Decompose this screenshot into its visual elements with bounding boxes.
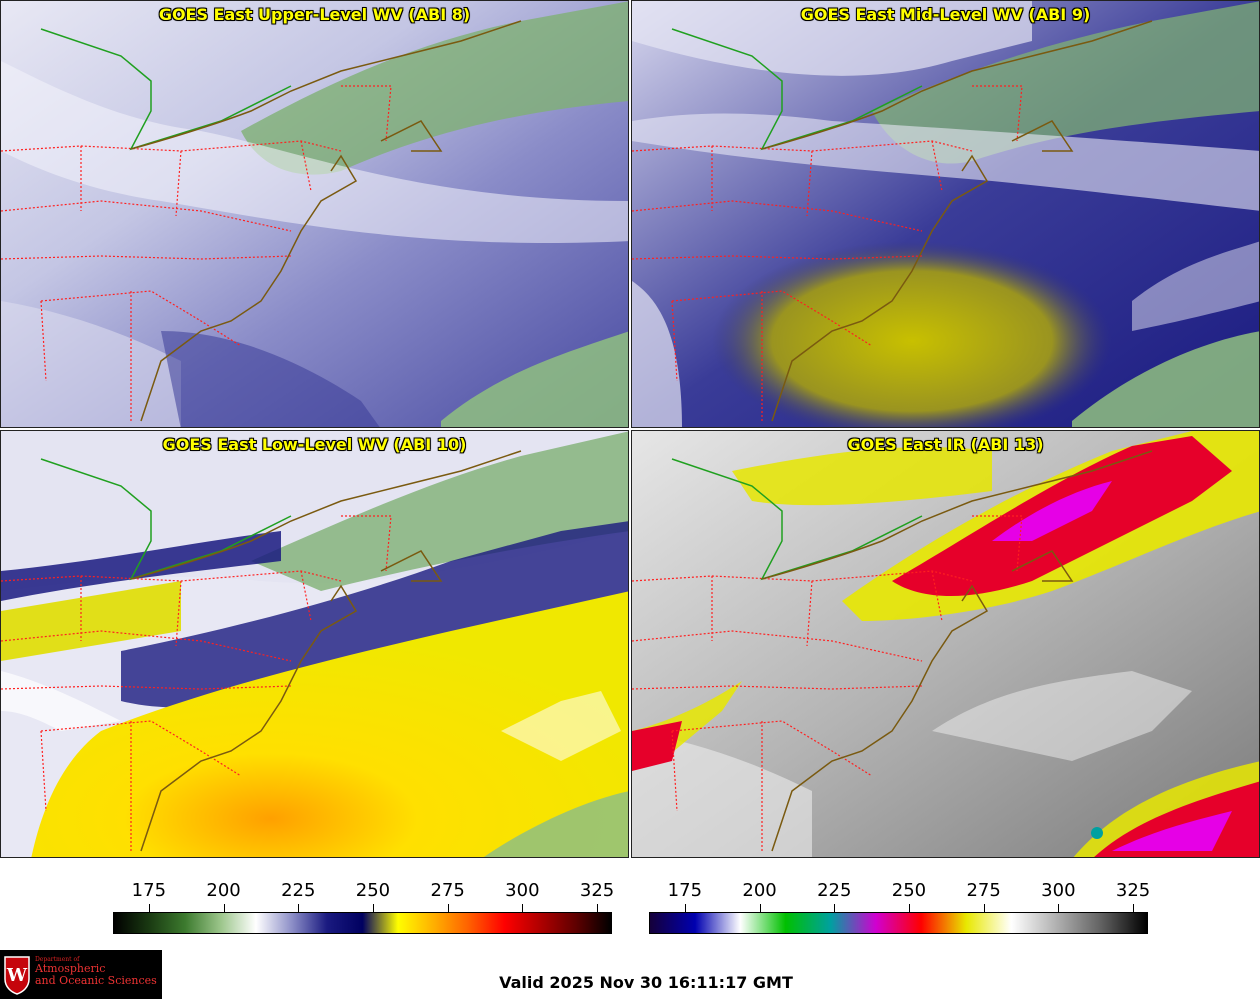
- colorbar-tick-mark: [983, 904, 985, 912]
- wv-colorbar-gradient: [113, 912, 612, 934]
- colorbar-tick-mark: [447, 904, 449, 912]
- crest-letter: W: [6, 965, 28, 986]
- colorbar-tick-label: 200: [742, 880, 777, 901]
- logo-line-2: Atmospheric: [35, 962, 106, 975]
- panel-title: GOES East Upper-Level WV (ABI 8): [158, 5, 471, 24]
- colorbar-tick-label: 325: [1115, 880, 1151, 901]
- colorbar-tick-label: 275: [430, 880, 465, 901]
- colorbar-tick-mark: [597, 904, 599, 912]
- colorbar-tick-label: 200: [206, 880, 241, 901]
- colorbar-tick-mark: [759, 904, 761, 912]
- colorbar-tick-label: 300: [1041, 880, 1076, 901]
- logo-text: Department of Atmospheric and Oceanic Sc…: [35, 956, 160, 987]
- colorbar-tick-label: 250: [355, 880, 391, 901]
- colorbar-tick-mark: [372, 904, 374, 912]
- mid-level-wv-panel: GOES East Mid-Level WV (ABI 9): [631, 0, 1260, 428]
- upper-level-wv-image: [1, 1, 628, 427]
- logo-line-3: and Oceanic Sciences: [35, 974, 157, 987]
- panel-title: GOES East Mid-Level WV (ABI 9): [800, 5, 1091, 24]
- ir-colorbar-gradient: [649, 912, 1148, 934]
- low-level-wv-image: [1, 431, 628, 857]
- aos-logo: W Department of Atmospheric and Oceanic …: [0, 950, 162, 999]
- panel-title: GOES East IR (ABI 13): [847, 435, 1044, 454]
- colorbar-tick-label: 250: [891, 880, 927, 901]
- ir-image: [632, 431, 1259, 857]
- colorbar-tick-label: 175: [131, 880, 167, 901]
- colorbar-tick-mark: [1058, 904, 1060, 912]
- low-level-wv-panel: GOES East Low-Level WV (ABI 10): [0, 430, 629, 858]
- colorbar-tick-mark: [684, 904, 686, 912]
- colorbar-tick-mark: [148, 904, 150, 912]
- colorbar-tick-mark: [522, 904, 524, 912]
- logo-line-1: Department of: [35, 956, 80, 963]
- wv-colorbar-ticks: 175 200 225 250 275 300 325: [0, 878, 630, 912]
- mid-level-wv-image: [632, 1, 1259, 427]
- colorbar-tick-label: 300: [505, 880, 540, 901]
- uw-crest-icon: W: [4, 956, 30, 995]
- colorbar-tick-label: 325: [579, 880, 615, 901]
- ir-colorbar-ticks: 175 200 225 250 275 300 325: [0, 878, 1260, 912]
- colorbar-tick-mark: [1133, 904, 1135, 912]
- colorbar-tick-mark: [223, 904, 225, 912]
- colorbar-tick-label: 225: [817, 880, 852, 901]
- colorbar-tick-label: 175: [667, 880, 703, 901]
- colorbar-tick-label: 225: [281, 880, 316, 901]
- valid-time: Valid 2025 Nov 30 16:11:17 GMT: [499, 973, 793, 992]
- wv-colorbar: 175 200 225 250 275 300 325: [0, 878, 630, 938]
- colorbar-tick-label: 275: [966, 880, 1001, 901]
- colorbar-tick-mark: [298, 904, 300, 912]
- upper-level-wv-panel: GOES East Upper-Level WV (ABI 8): [0, 0, 629, 428]
- panel-title: GOES East Low-Level WV (ABI 10): [162, 435, 467, 454]
- ir-panel: GOES East IR (ABI 13): [631, 430, 1260, 858]
- colorbar-tick-mark: [908, 904, 910, 912]
- ir-colorbar: 175 200 225 250 275 300 325: [0, 878, 1260, 938]
- colorbar-tick-mark: [834, 904, 836, 912]
